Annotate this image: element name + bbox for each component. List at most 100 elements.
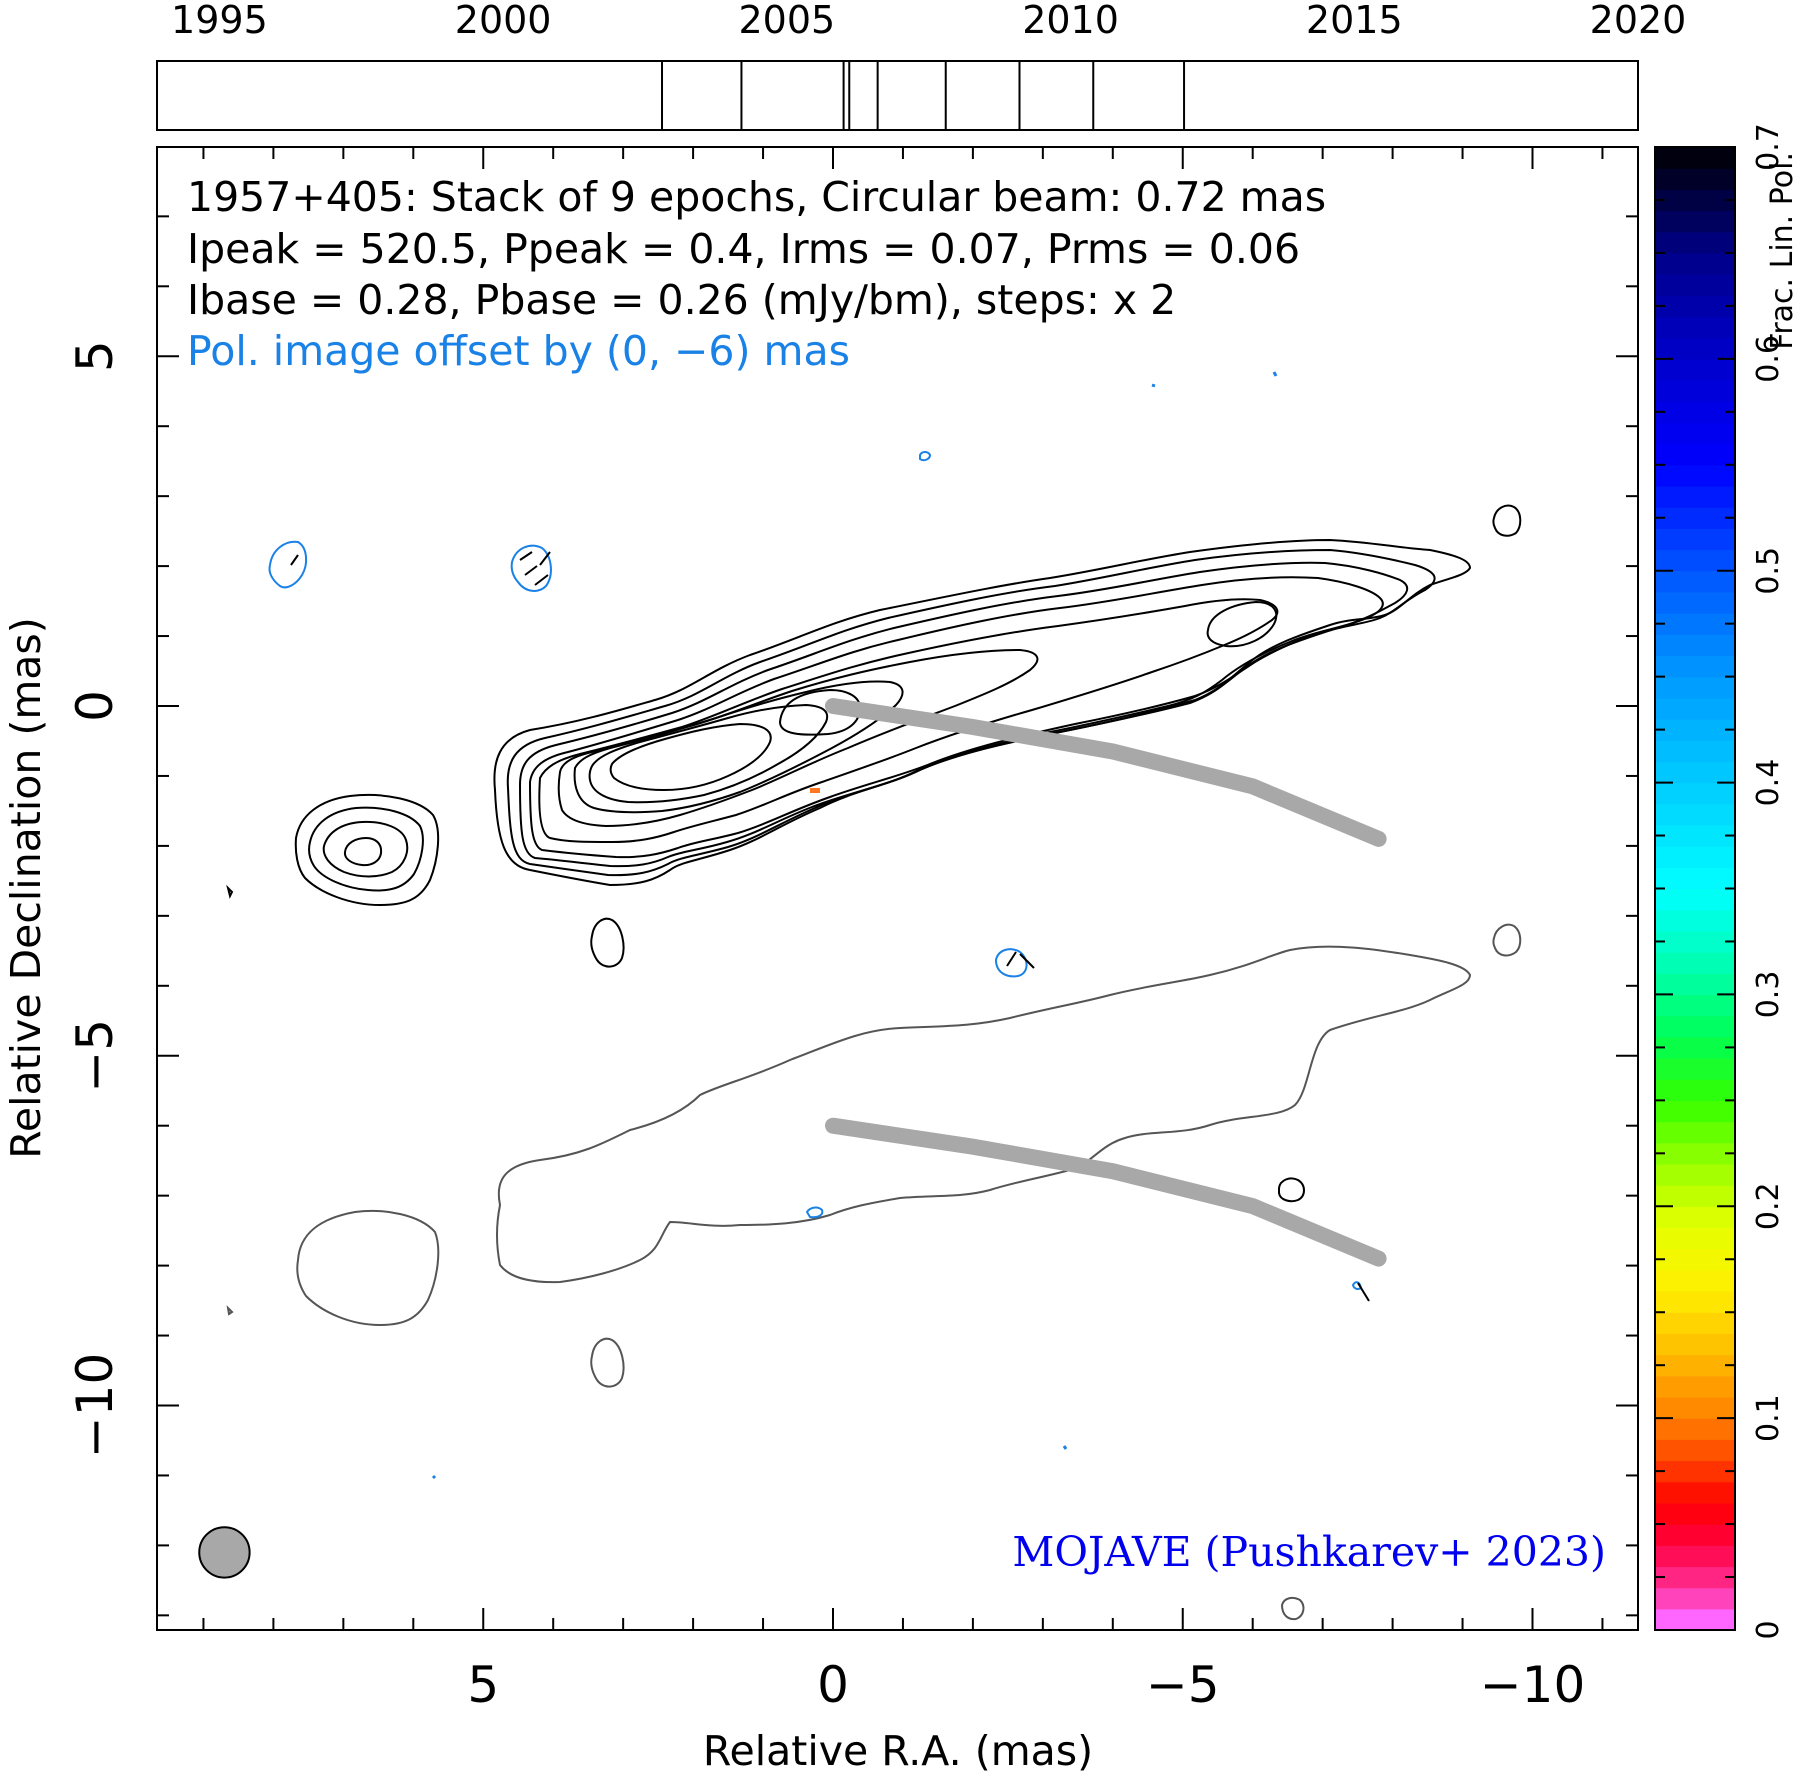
colorbar-swatch [1655, 1079, 1735, 1101]
ridgeline-stokes-i [825, 698, 1387, 847]
evpa-stick [1357, 1282, 1370, 1302]
map-ticks: 5 0 −5 −10 5 0 −5 −10 [66, 147, 1638, 1714]
colorbar-swatch [1655, 1608, 1735, 1631]
colorbar-swatch [1655, 1481, 1735, 1504]
colorbar-swatch [1655, 1418, 1735, 1440]
colorbar-swatch [1655, 231, 1735, 254]
colorbar-tick-label: 0.3 [1751, 971, 1786, 1019]
colorbar-swatch [1655, 1460, 1735, 1483]
pol-contour-10 [1062, 1445, 1068, 1450]
i-contour-se-1 [294, 794, 440, 907]
colorbar-swatch [1655, 1142, 1735, 1165]
epoch-year-labels: 1995 2000 2005 2010 2015 2020 [171, 0, 1686, 42]
i-contour-level-9 [609, 722, 772, 792]
evpa-stick [539, 551, 551, 566]
i-contour-blob-3 [1278, 1177, 1305, 1203]
y-axis-label: Relative Declination (mas) [2, 617, 50, 1159]
colorbar-swatch [1655, 570, 1735, 593]
epoch-lines [661, 61, 1186, 130]
colorbar-swatch [1655, 1524, 1735, 1546]
colorbar-swatch [1655, 189, 1735, 212]
ridgeline-polarization [825, 1117, 1387, 1267]
i-contour-level-5 [538, 598, 1279, 844]
colorbar-swatch [1655, 1185, 1735, 1207]
colorbar-swatch [1655, 1545, 1735, 1568]
colorbar-swatch [1655, 549, 1735, 572]
pol-contour-2 [510, 544, 552, 592]
map-panel: 5 0 −5 −10 5 0 −5 −10 [2, 146, 1639, 1775]
evpa-stick [1019, 953, 1035, 969]
colorbar-swatch [1655, 1100, 1735, 1123]
colorbar-swatch [1655, 1036, 1735, 1059]
epoch-timeline: 1995 2000 2005 2010 2015 2020 [156, 0, 1686, 131]
evpa-sticks [290, 551, 1370, 1302]
colorbar-swatch [1655, 464, 1735, 487]
colorbar-swatch [1655, 422, 1735, 445]
colorbar-swatch [1655, 1248, 1735, 1271]
evpa-stick [534, 574, 549, 586]
pol-outline-blob-2 [590, 1337, 625, 1388]
colorbar-swatch [1655, 401, 1735, 424]
colorbar-swatch [1655, 252, 1735, 275]
i-contour-level-4 [528, 576, 1384, 859]
colorbar-swatch [1655, 697, 1735, 720]
colorbar-swatch [1655, 952, 1735, 974]
epoch-year-label: 2005 [738, 0, 835, 42]
evpa-stick [1006, 951, 1017, 967]
colorbar-swatch [1655, 295, 1735, 318]
x-tick-label: −5 [1146, 1656, 1220, 1714]
colorbar-swatch [1655, 888, 1735, 911]
pol-contour-8 [1272, 371, 1278, 377]
colorbar-swatch [1655, 337, 1735, 360]
colorbar-swatch [1655, 803, 1735, 826]
colorbar-label: Frac. Lin. Pol. [1765, 152, 1800, 350]
i-contour-level-2 [506, 548, 1436, 877]
y-tick-label: 0 [66, 690, 124, 722]
colorbar-swatch [1655, 1439, 1735, 1462]
colorbar-swatch [1655, 1121, 1735, 1144]
beam-circle [198, 1526, 251, 1579]
i-contour-level-7 [573, 680, 904, 814]
x-axis-label: Relative R.A. (mas) [703, 1727, 1093, 1775]
colorbar-swatch [1655, 909, 1735, 932]
colorbar-swatch [1655, 316, 1735, 339]
colorbar-tick-label: 0 [1751, 1620, 1786, 1639]
colorbar-swatch [1655, 719, 1735, 741]
colorbar-swatch [1655, 380, 1735, 402]
colorbar-swatch [1655, 1587, 1735, 1610]
colorbar-swatch [1655, 1375, 1735, 1398]
colorbar-tick-label: 0.2 [1751, 1182, 1786, 1230]
epoch-year-label: 2015 [1306, 0, 1403, 42]
y-tick-label: 5 [66, 340, 124, 372]
colorbar-swatch [1655, 1333, 1735, 1356]
colorbar-swatch [1655, 740, 1735, 762]
pol-contour-7 [1151, 383, 1156, 388]
i-contour-se-3 [322, 820, 409, 878]
colorbar-tick-label: 0.6 [1751, 335, 1786, 383]
i-contour-blob-2 [1492, 504, 1522, 537]
i-contour-se-2 [308, 806, 424, 892]
colorbar-swatch [1655, 676, 1735, 699]
pol-contour-1 [268, 540, 308, 589]
annotation-line-3: Ibase = 0.28, Pbase = 0.26 (mJy/bm), ste… [187, 276, 1176, 324]
pol-contour-3 [994, 948, 1028, 978]
colorbar-swatch [1655, 1057, 1735, 1080]
colorbar-swatch [1655, 1502, 1735, 1525]
colorbar-swatch [1655, 147, 1735, 169]
x-tick-label: 5 [467, 1656, 499, 1714]
colorbar-tick-label: 0.1 [1751, 1394, 1786, 1442]
x-tick-label: −10 [1480, 1656, 1586, 1714]
pol-outline-blob-3 [1280, 1596, 1305, 1621]
annotations: 1957+405: Stack of 9 epochs, Circular be… [187, 173, 1606, 1576]
colorbar-swatch [1655, 168, 1735, 190]
colorbar-swatches [1655, 147, 1735, 1631]
colorbar-tick-label: 0.7 [1751, 123, 1786, 171]
pol-outline-se [296, 1209, 440, 1327]
map-frame [156, 146, 1639, 1631]
epoch-year-label: 2000 [455, 0, 552, 42]
colorbar-swatch [1655, 1227, 1735, 1250]
colorbar-swatch [1655, 1163, 1735, 1186]
i-contour-knot-a [1206, 600, 1278, 648]
y-tick-label: −5 [66, 1019, 124, 1093]
colorbar-swatch [1655, 634, 1735, 657]
